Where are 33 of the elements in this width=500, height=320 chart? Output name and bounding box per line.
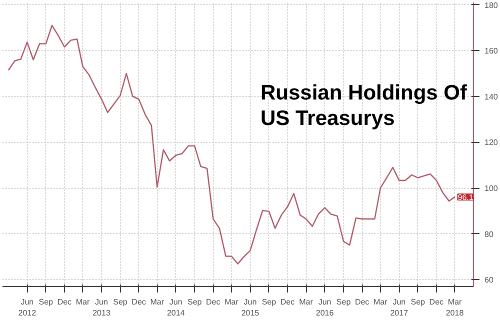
y-tick-label: 80 (484, 230, 494, 239)
y-tick-label: 160 (484, 46, 498, 56)
x-tick-label: Dec (57, 298, 72, 306)
x-tick-label: Jun 2014 (166, 298, 186, 318)
y-tick-label: 180 (484, 0, 498, 10)
x-tick-label: Mar (76, 298, 90, 306)
x-tick-label: Sep (336, 298, 352, 306)
y-tick-label: 120 (484, 138, 498, 148)
x-tick-label: Dec (280, 298, 295, 306)
annotation: 96.1 (458, 192, 474, 202)
x-tick-label: Sep (410, 298, 426, 306)
x-tick-label: Sep (187, 298, 202, 306)
x-tick-label: Jun 2015 (241, 298, 260, 318)
x-tick-label: Mar (374, 298, 388, 306)
x-tick-label: Jun 2017 (390, 298, 409, 318)
x-tick-label: Mar 2018 (446, 298, 464, 318)
y-tick-label: 140 (484, 92, 498, 102)
x-tick-label: Jun 2013 (92, 298, 111, 318)
x-tick-label: Jun 2016 (316, 298, 334, 318)
x-tick-label: Dec (354, 298, 370, 306)
x-tick-label: Mar (299, 298, 314, 306)
x-tick-label: Mar (150, 298, 164, 306)
x-tick-label: Mar (224, 298, 239, 306)
text: Russian Holdings Of US Treasurys (260, 82, 468, 130)
x-tick-label: Dec (429, 298, 444, 306)
x-tick-label: Sep (262, 298, 277, 306)
x-tick-label: Sep (38, 298, 54, 306)
y-tick-label: 100 (484, 184, 498, 194)
x-tick-label: Dec (206, 298, 220, 306)
x-tick-label: Jun 2012 (18, 298, 37, 318)
x-tick-label: Dec (132, 298, 146, 306)
y-tick-label: 60 (484, 276, 494, 285)
x-tick-label: Sep (113, 298, 128, 306)
